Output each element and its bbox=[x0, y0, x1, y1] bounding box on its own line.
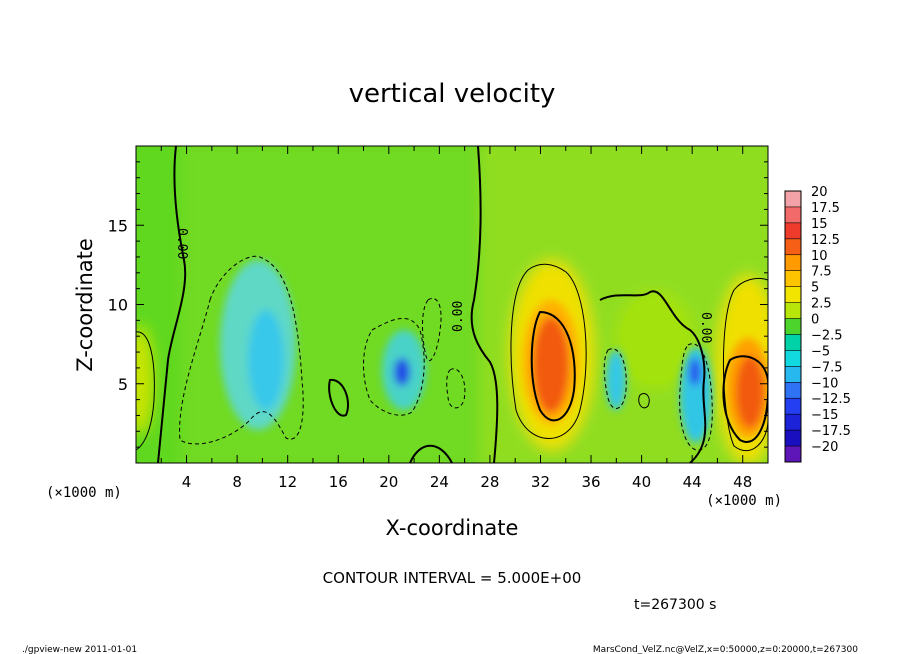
contour-interval-text: CONTOUR INTERVAL = 5.000E+00 bbox=[323, 569, 582, 587]
footer-right: MarsCond_VelZ.nc@VelZ,x=0:50000,z=0:2000… bbox=[593, 645, 858, 654]
colorbar-swatch bbox=[785, 270, 801, 288]
colorbar-label: −12.5 bbox=[811, 392, 851, 407]
colorbar-swatch bbox=[785, 350, 801, 367]
chart-title: vertical velocity bbox=[349, 79, 556, 109]
contour-label-left: 0.00 bbox=[174, 228, 189, 259]
downdraft-20-core bbox=[394, 358, 410, 386]
colorbar-swatch bbox=[785, 286, 801, 304]
x-tick-label: 20 bbox=[379, 473, 398, 491]
colorbar-swatch bbox=[785, 238, 801, 256]
contour-plus5-left bbox=[136, 331, 155, 451]
colorbar-swatch bbox=[785, 430, 801, 447]
y-tick-label: 10 bbox=[108, 296, 128, 315]
contour-minus5-44 bbox=[679, 343, 713, 451]
zero-contour-mid bbox=[470, 146, 499, 463]
x-tick-label: 12 bbox=[278, 473, 297, 491]
downdraft-44-core bbox=[689, 358, 701, 386]
downdraft-38 bbox=[606, 350, 626, 410]
x-axis-label: X-coordinate bbox=[386, 516, 519, 540]
colorbar-swatch bbox=[785, 334, 801, 351]
x-tick-label: 40 bbox=[632, 473, 651, 491]
y-axis-label: Z-coordinate bbox=[73, 238, 97, 372]
y-tick-label: 15 bbox=[108, 216, 128, 235]
colorbar-label: −7.5 bbox=[811, 360, 843, 375]
colorbar-label: 15 bbox=[811, 217, 828, 232]
x-tick-label: 32 bbox=[531, 473, 550, 491]
colorbar-label: 20 bbox=[811, 185, 828, 200]
colorbar-label: −10 bbox=[811, 376, 838, 391]
zero-contour-cell-1 bbox=[328, 378, 349, 417]
x-tick-label: 24 bbox=[430, 473, 449, 491]
colorbar-swatch bbox=[785, 446, 801, 463]
updraft-48-core bbox=[736, 356, 764, 428]
zero-contour-42 bbox=[599, 290, 707, 463]
y-tick-label: 5 bbox=[118, 375, 128, 394]
colorbar-swatch bbox=[785, 414, 801, 431]
zero-contour-low bbox=[409, 444, 453, 463]
colorbar-swatch bbox=[785, 366, 801, 383]
time-label: t=267300 s bbox=[634, 597, 716, 613]
colorbar-label: 7.5 bbox=[811, 265, 832, 280]
colorbar-swatch bbox=[785, 382, 801, 399]
colorbar: 2017.51512.5107.552.50−2.5−5−7.5−10−12.5… bbox=[784, 185, 851, 463]
colorbar-label: 2.5 bbox=[811, 297, 832, 312]
x-tick-label: 48 bbox=[733, 473, 752, 491]
x-tick-label: 4 bbox=[182, 473, 192, 491]
contour-minus5-10 bbox=[179, 255, 304, 445]
updraft-left-edge bbox=[136, 325, 154, 435]
colorbar-label: −17.5 bbox=[811, 424, 851, 439]
updraft-32-core bbox=[533, 317, 569, 413]
y-unit-label: (×1000 m) bbox=[46, 485, 122, 501]
y-ticks: 5 10 15 bbox=[108, 161, 768, 448]
x-tick-label: 44 bbox=[683, 473, 702, 491]
colorbar-label: 5 bbox=[811, 281, 819, 296]
colorbar-swatch bbox=[785, 191, 801, 208]
colorbar-swatch bbox=[785, 398, 801, 415]
x-tick-label: 8 bbox=[232, 473, 242, 491]
contour-label-mid: 0.00 bbox=[451, 301, 466, 332]
footer-left: ./gpview-new 2011-01-01 bbox=[22, 645, 137, 654]
colorbar-swatch bbox=[785, 302, 801, 320]
colorbar-swatch bbox=[785, 206, 801, 224]
contour-plus5-48 bbox=[722, 277, 768, 452]
colorbar-label: 12.5 bbox=[811, 233, 840, 248]
zero-contour-48 bbox=[722, 355, 768, 443]
colorbar-label: −5 bbox=[811, 344, 830, 359]
contour-plus5-32 bbox=[510, 263, 587, 439]
contour-minus5-23 bbox=[422, 298, 442, 362]
plot-area: 0.00 0.00 0.00 4 8 12 16 20 24 28 32 36 40 44 48 51… bbox=[108, 145, 769, 491]
colorbar-label: 0 bbox=[811, 313, 819, 328]
x-tick-label: 36 bbox=[581, 473, 600, 491]
x-tick-label: 28 bbox=[480, 473, 499, 491]
colorbar-swatch bbox=[785, 318, 801, 335]
contour-plus5-40 bbox=[638, 392, 650, 409]
colorbar-label: −2.5 bbox=[811, 328, 843, 343]
colorbar-label: −20 bbox=[811, 440, 838, 455]
downdraft-10-core bbox=[248, 310, 284, 410]
colorbar-label: 10 bbox=[811, 249, 828, 264]
colorbar-swatch bbox=[785, 254, 801, 272]
zero-contour-32 bbox=[530, 310, 576, 422]
x-tick-label: 16 bbox=[329, 473, 348, 491]
colorbar-swatch bbox=[785, 222, 801, 240]
zero-contour-left bbox=[157, 146, 187, 463]
contour-minus5-38 bbox=[603, 348, 627, 409]
colorbar-label: 17.5 bbox=[811, 201, 840, 216]
x-unit-label: (×1000 m) bbox=[706, 493, 782, 509]
contour-label-right: 0.00 bbox=[698, 312, 713, 343]
contour-minus5-24 bbox=[446, 368, 466, 409]
colorbar-label: −15 bbox=[811, 408, 838, 423]
x-ticks: 4 8 12 16 20 24 28 32 36 40 44 48 bbox=[160, 146, 752, 491]
